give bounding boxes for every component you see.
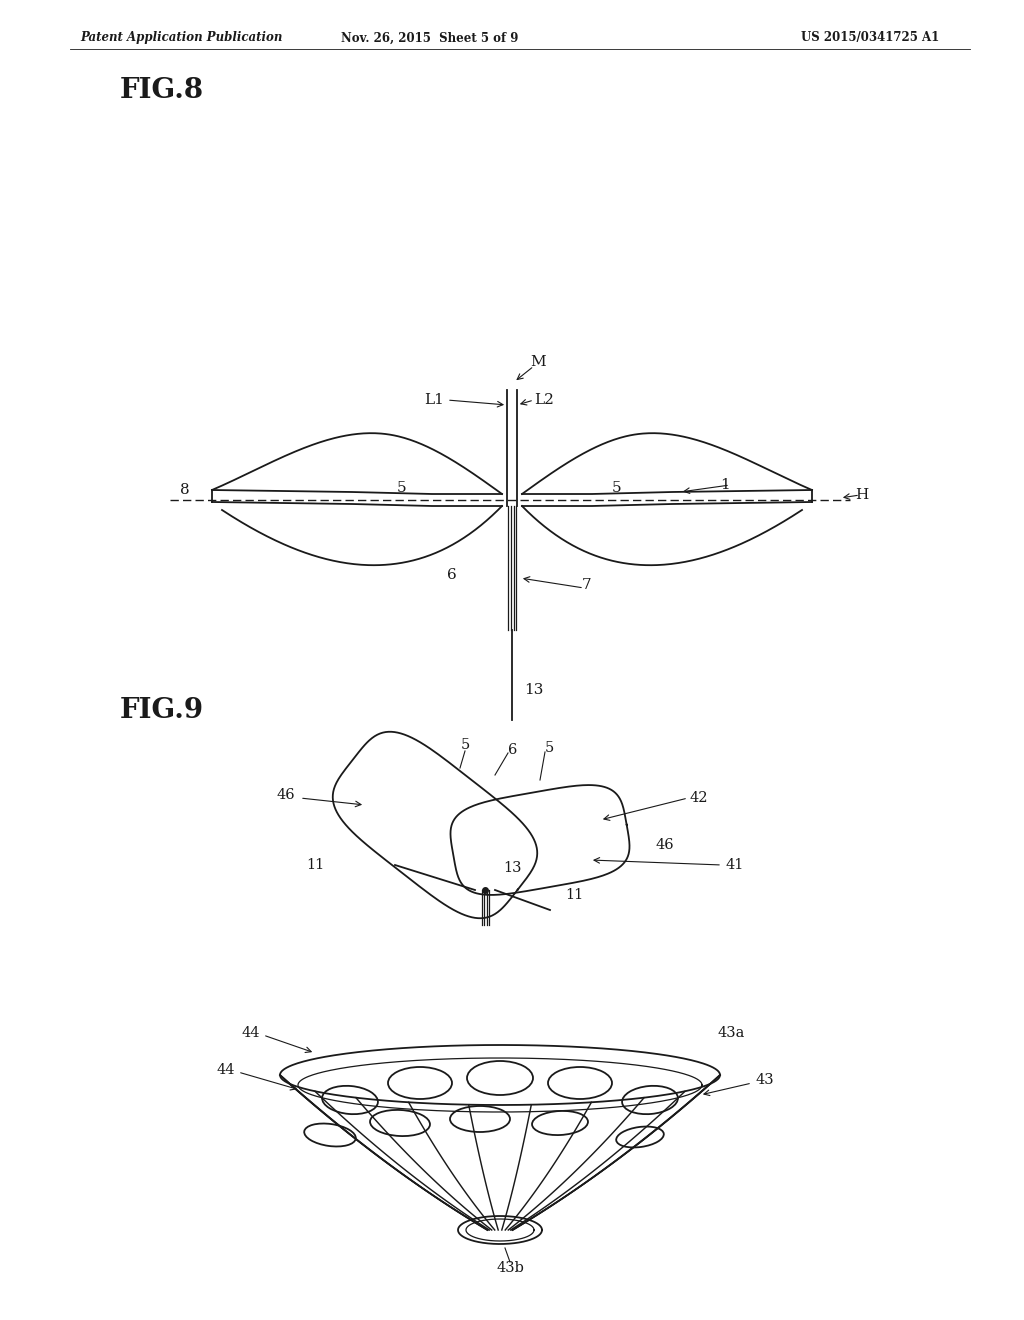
Text: 42: 42 (690, 791, 709, 805)
Text: 11: 11 (565, 888, 584, 902)
Text: 8: 8 (180, 483, 190, 498)
Text: 6: 6 (508, 743, 517, 756)
Text: Nov. 26, 2015  Sheet 5 of 9: Nov. 26, 2015 Sheet 5 of 9 (341, 32, 519, 45)
Text: 5: 5 (397, 480, 407, 495)
Text: 43a: 43a (718, 1026, 745, 1040)
Text: 7: 7 (582, 578, 592, 591)
Text: H: H (855, 488, 868, 502)
Text: FIG.9: FIG.9 (120, 697, 204, 723)
Text: 41: 41 (725, 858, 743, 873)
Text: M: M (530, 355, 546, 370)
Text: 11: 11 (307, 858, 325, 873)
Text: 46: 46 (276, 788, 295, 803)
Text: L2: L2 (534, 393, 554, 407)
Text: 5: 5 (461, 738, 470, 752)
Text: 1: 1 (720, 478, 730, 492)
Text: 5: 5 (545, 741, 554, 755)
Text: 13: 13 (503, 861, 521, 875)
Text: US 2015/0341725 A1: US 2015/0341725 A1 (801, 32, 939, 45)
Text: 6: 6 (447, 568, 457, 582)
Text: L1: L1 (424, 393, 444, 407)
Text: 43b: 43b (496, 1261, 524, 1275)
Text: 44: 44 (216, 1063, 234, 1077)
Text: Patent Application Publication: Patent Application Publication (80, 32, 283, 45)
Text: 46: 46 (655, 838, 674, 851)
Text: 5: 5 (612, 480, 622, 495)
Text: 13: 13 (524, 682, 544, 697)
Text: 43: 43 (755, 1073, 773, 1086)
Text: FIG.8: FIG.8 (120, 77, 204, 103)
Text: 44: 44 (242, 1026, 260, 1040)
